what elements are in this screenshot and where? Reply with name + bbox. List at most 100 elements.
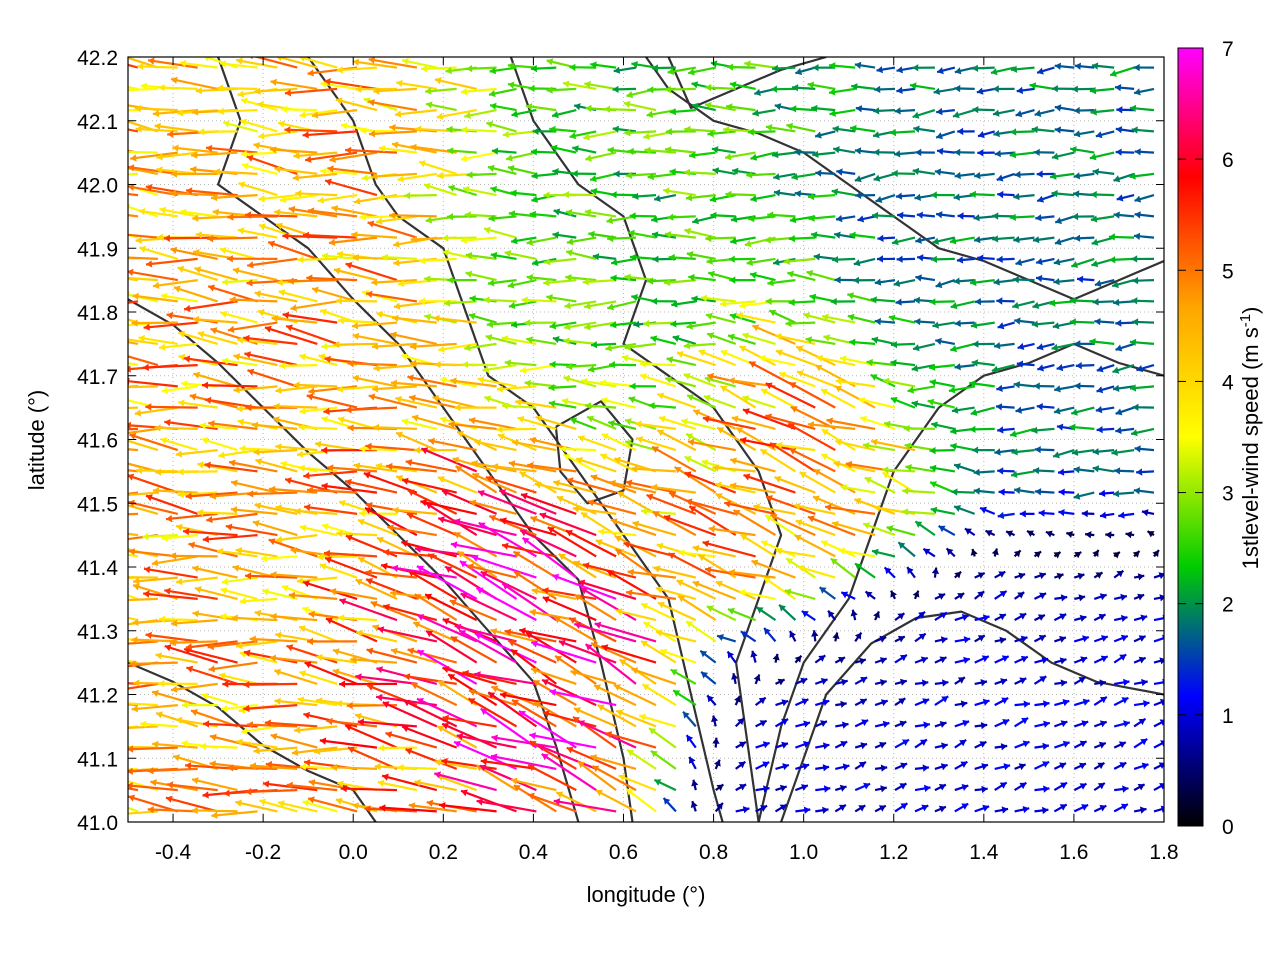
wind-vector-head	[587, 499, 595, 507]
wind-vector-head	[807, 81, 815, 89]
wind-vector-head	[236, 738, 243, 746]
wind-vector-head	[874, 278, 882, 286]
wind-vector-shaft	[793, 504, 836, 515]
wind-vector-head	[627, 568, 634, 576]
wind-vector-head	[538, 744, 545, 752]
wind-vector-head	[845, 460, 853, 469]
wind-vector-head	[1095, 406, 1103, 414]
wind-vector-head	[566, 238, 574, 246]
wind-vector-head	[453, 518, 461, 526]
wind-vector-head	[595, 539, 603, 546]
wind-vector-head	[1099, 679, 1106, 687]
wind-vector-shaft	[336, 66, 378, 72]
wind-vector-head	[131, 636, 138, 644]
wind-vector-shaft	[437, 476, 478, 494]
wind-vector-head	[128, 183, 135, 191]
wind-vector-head	[573, 716, 580, 724]
wind-vector-shaft	[1153, 595, 1164, 600]
wind-vector-head	[832, 125, 839, 133]
wind-vector-head	[711, 715, 719, 723]
wind-vector-head	[786, 122, 793, 130]
wind-vector-head	[195, 87, 202, 95]
wind-vector-head	[279, 362, 286, 370]
wind-vector-head	[626, 91, 634, 99]
wind-vector-shaft	[511, 699, 557, 728]
wind-vector-head	[269, 654, 277, 662]
wind-vector-head	[997, 426, 1004, 434]
wind-vector-head	[524, 319, 531, 327]
wind-vector-shaft	[128, 338, 159, 345]
wind-vector-head	[650, 483, 658, 492]
wind-vector-head	[371, 278, 378, 286]
wind-vector-head	[281, 105, 288, 113]
wind-vector-head	[1099, 696, 1107, 704]
wind-vector-shaft	[615, 709, 657, 728]
wind-vector-head	[918, 611, 925, 619]
wind-vector-head	[855, 191, 862, 199]
wind-vector-head	[707, 372, 714, 381]
wind-vector-shaft	[161, 385, 198, 393]
wind-vector-shaft	[221, 359, 258, 367]
wind-vector-shaft	[164, 589, 218, 600]
wind-vector-head	[471, 460, 478, 468]
wind-vector-head	[160, 437, 168, 445]
wind-vector-head	[900, 678, 907, 686]
wind-vector-shaft	[434, 78, 477, 90]
wind-vector-head	[849, 231, 856, 239]
wind-vector-shaft	[442, 666, 497, 685]
wind-vector-head	[822, 742, 830, 750]
wind-vector-head	[242, 162, 249, 170]
wind-vector-head	[668, 552, 676, 560]
wind-vector-head	[1098, 613, 1106, 621]
wind-vector-head	[1020, 655, 1028, 663]
wind-vector-head	[169, 639, 176, 647]
wind-vector-head	[1074, 234, 1081, 242]
wind-vector-shaft	[311, 287, 358, 303]
wind-vector-shaft	[870, 440, 916, 452]
wind-vector-head	[752, 109, 759, 117]
wind-vector-shaft	[555, 791, 597, 813]
wind-vector-head	[980, 722, 988, 730]
wind-vector-head	[1114, 467, 1121, 475]
wind-vector-head	[832, 520, 839, 528]
wind-vector-head	[352, 58, 360, 66]
wind-vector-head	[336, 66, 343, 74]
wind-vector-head	[455, 466, 463, 473]
wind-vector-head	[476, 798, 484, 806]
wind-vector-head	[1002, 719, 1010, 726]
wind-vector-head	[183, 355, 191, 363]
wind-vector-head	[449, 599, 457, 607]
wind-vector-head	[792, 84, 799, 92]
wind-vector-head	[365, 507, 372, 514]
wind-vector-head	[1074, 340, 1081, 348]
wind-vector-head	[128, 291, 130, 299]
wind-vector-head	[1081, 510, 1088, 518]
wind-vector-shaft	[152, 742, 198, 749]
wind-vector-head	[1059, 635, 1066, 643]
wind-vector-head	[331, 763, 338, 772]
wind-vector-head	[276, 278, 283, 287]
wind-vector-head	[884, 567, 892, 575]
wind-vector-head	[233, 353, 241, 361]
wind-vector-head	[938, 805, 946, 813]
wind-vector-shaft	[324, 179, 378, 197]
wind-vector-head	[835, 385, 843, 393]
wind-vector-head	[647, 277, 654, 285]
wind-vector-shaft	[537, 744, 597, 770]
wind-vector-head	[879, 657, 887, 664]
wind-vector-head	[946, 548, 954, 556]
wind-vector-head	[896, 255, 903, 263]
wind-vector-head	[643, 622, 651, 629]
wind-vector-head	[414, 779, 421, 787]
wind-vector-shaft	[128, 172, 139, 176]
wind-vector-head	[803, 741, 810, 748]
wind-vector-head	[419, 160, 426, 168]
wind-vector-head	[290, 304, 297, 312]
wind-vector-shaft	[232, 268, 278, 282]
wind-vector-head	[787, 270, 794, 278]
wind-vector-head	[1018, 572, 1026, 580]
wind-vector-head	[1133, 63, 1140, 72]
wind-vector-head	[912, 590, 920, 598]
wind-vector-head	[401, 418, 409, 426]
wind-vector-head	[829, 109, 836, 117]
